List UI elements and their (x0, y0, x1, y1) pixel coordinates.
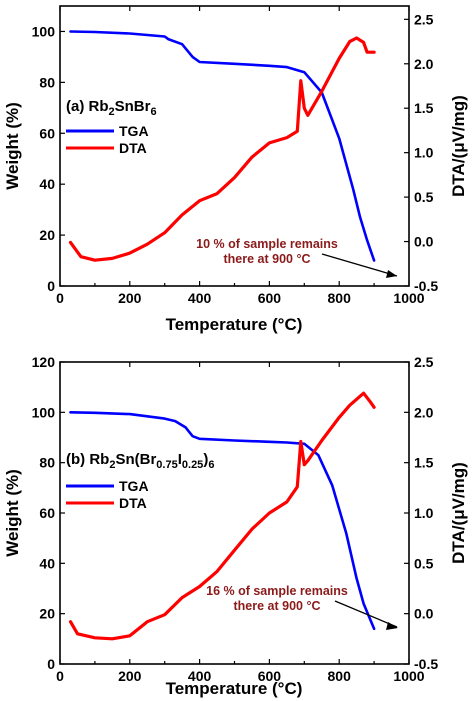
chart-a-legend: TGA DTA (66, 123, 149, 156)
chart-panel-a: 0 200 400 600 800 1000 0 20 40 60 80 100 -0.5 0.0 0.5 1… (0, 0, 474, 350)
y-tick-label-b-5: 100 (32, 404, 56, 420)
x-tick-label-a-2: 400 (188, 290, 212, 306)
chart-a-ylabel: Weight (%) (3, 102, 22, 190)
chart-b-series (68, 391, 376, 641)
x-tick-label-b-1: 200 (118, 668, 142, 684)
x-tick-label-b-5: 1000 (393, 668, 424, 684)
chart-a-y2label: DTA/(μV/mg) (449, 95, 468, 197)
x-tick-label-b-2: 400 (188, 668, 212, 684)
y2-tick-label-a-2: 0.5 (414, 189, 434, 205)
y2-tick-label-a-6: 2.5 (414, 11, 434, 27)
x-tick-label-b-0: 0 (56, 668, 64, 684)
chart-panel-b: 0 200 400 600 800 1000 0 20 40 60 80 100 120 -0.5 0.0 0… (0, 350, 474, 700)
x-tick-label-b-4: 800 (328, 668, 352, 684)
chart-b-panel-title: (b) Rb2Sn(Br0.75I0.25)6 (66, 451, 214, 471)
y2-tick-label-b-3: 1.0 (414, 505, 434, 521)
chart-b-frame (59, 361, 410, 665)
y-tick-label-a-1: 20 (39, 227, 55, 243)
y2-tick-label-a-0: -0.5 (414, 278, 438, 294)
y2-tick-label-b-2: 0.5 (414, 555, 434, 571)
chart-b-annotation-line1: 16 % of sample remains (206, 584, 348, 598)
y2-tick-label-b-5: 2.0 (414, 404, 434, 420)
chart-a-annotation-arrowhead (386, 270, 397, 278)
legend-a-tga-label: TGA (119, 123, 149, 139)
series-line-b-dta (68, 391, 376, 641)
chart-a-svg: 0 200 400 600 800 1000 0 20 40 60 80 100 -0.5 0.0 0.5 1… (3, 5, 468, 334)
legend-a-dta-label: DTA (119, 140, 147, 156)
y-tick-label-a-2: 40 (39, 176, 55, 192)
chart-b-annotation-arrow (334, 600, 398, 628)
x-tick-label-b-3: 600 (258, 668, 282, 684)
series-line-a-dta (68, 36, 376, 262)
y2-tick-label-b-4: 1.5 (414, 455, 434, 471)
chart-b-xlabel: Temperature (°C) (166, 679, 303, 698)
y2-tick-label-b-6: 2.5 (414, 354, 434, 370)
y2-tick-label-a-4: 1.5 (414, 100, 434, 116)
chart-b-axes: 0 200 400 600 800 1000 0 20 40 60 80 100 120 -0.5 0.0 0… (32, 354, 439, 684)
y-tick-label-a-3: 60 (39, 125, 55, 141)
y-tick-label-a-4: 80 (39, 74, 55, 90)
y-tick-label-b-4: 80 (39, 455, 55, 471)
legend-b-tga-label: TGA (119, 478, 149, 494)
y2-tick-label-a-3: 1.0 (414, 145, 434, 161)
chart-a-frame (59, 5, 410, 287)
series-line-a-tga (69, 30, 376, 262)
x-tick-label-a-4: 800 (328, 290, 352, 306)
x-tick-label-a-0: 0 (56, 290, 64, 306)
chart-b-svg: 0 200 400 600 800 1000 0 20 40 60 80 100 120 -0.5 0.0 0… (3, 354, 468, 698)
y2-tick-label-a-5: 2.0 (414, 56, 434, 72)
y-tick-label-b-3: 60 (39, 505, 55, 521)
chart-a-annotation-line2: there at 900 °C (224, 252, 311, 266)
y2-tick-label-a-1: 0.0 (414, 234, 434, 250)
chart-b-annotation-line2: there at 900 °C (234, 599, 321, 613)
y-tick-label-a-0: 0 (47, 278, 55, 294)
chart-b-annotation-arrowhead (386, 622, 398, 630)
y2-tick-label-b-0: -0.5 (414, 656, 438, 672)
chart-a-panel-title: (a) Rb2SnBr6 (66, 98, 157, 118)
x-tick-label-a-5: 1000 (393, 290, 424, 306)
chart-a-annotation-line1: 10 % of sample remains (196, 237, 338, 251)
y2-tick-label-b-1: 0.0 (414, 606, 434, 622)
x-tick-label-a-3: 600 (258, 290, 282, 306)
chart-b-y2label: DTA/(μV/mg) (449, 462, 468, 564)
x-tick-label-a-1: 200 (118, 290, 142, 306)
y-tick-label-b-1: 20 (39, 606, 55, 622)
y-tick-label-b-0: 0 (47, 656, 55, 672)
chart-a-series (68, 30, 376, 262)
chart-a-xlabel: Temperature (°C) (166, 315, 303, 334)
y-tick-label-b-6: 120 (32, 354, 56, 370)
y-tick-label-b-2: 40 (39, 555, 55, 571)
chart-b-legend: TGA DTA (66, 478, 149, 511)
y-tick-label-a-5: 100 (32, 23, 56, 39)
series-line-b-tga (69, 410, 376, 631)
chart-a-annotation-arrow (321, 253, 398, 277)
legend-b-dta-label: DTA (119, 495, 147, 511)
chart-b-ylabel: Weight (%) (3, 469, 22, 557)
